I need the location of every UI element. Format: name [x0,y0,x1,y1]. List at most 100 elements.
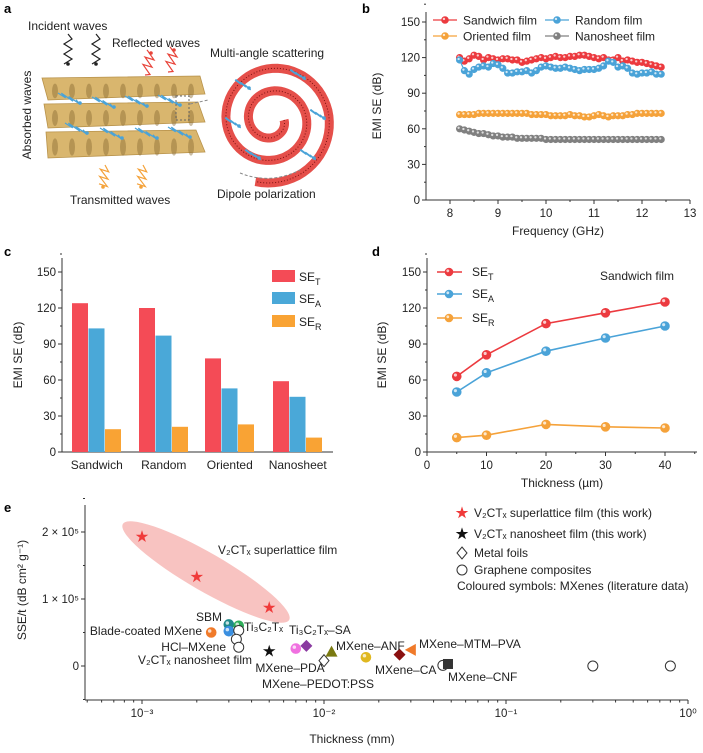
point-annotation: HCl–MXene [161,640,226,654]
layer-pore [171,138,177,156]
legend-marker [455,527,469,540]
point-highlight [534,56,537,59]
point-highlight [635,137,638,140]
point-highlight [625,112,628,115]
y-axis-label: EMI SE (dB) [11,322,25,389]
data-point-square [442,658,453,669]
point-highlight [500,66,503,69]
x-tick-label: 9 [495,208,501,220]
layer-pore [120,138,126,156]
point-highlight [635,111,638,114]
point-highlight [615,137,619,140]
arrow-head-icon [112,105,116,109]
point-highlight [495,62,499,65]
transmitted-wave [98,164,110,188]
data-point-open-circle [233,641,245,653]
point-highlight [453,389,457,393]
point-highlight [639,60,643,63]
point-highlight [572,137,575,140]
bar-sandwich-set [72,303,88,452]
x-axis-label: Thickness (µm) [521,476,603,490]
point-annotation: MXene–PDA [255,661,324,675]
point-highlight [649,111,652,114]
point-highlight [510,134,513,138]
x-tick-label: 10⁻² [313,708,336,720]
layer-pore [69,110,75,126]
point-highlight [481,131,484,134]
schematic-panel-a: Incident waves Reflected waves Multi-ang… [20,19,334,207]
point-highlight [558,113,561,116]
point-highlight [587,67,590,70]
arrow-head-icon [178,103,182,107]
x-axis-label: Thickness (mm) [309,732,394,746]
point-highlight [567,137,571,140]
point-highlight [453,434,457,438]
point-highlight [519,111,523,114]
legend-label-sub: T [488,272,494,282]
point-highlight [649,62,652,65]
point-highlight [534,136,537,139]
point-highlight [510,111,513,114]
data-point-circle [290,643,302,654]
arrow-head-icon [66,62,70,66]
x-tick-label: Random [141,458,186,472]
data-point [657,63,665,71]
point-highlight [524,68,527,71]
point-highlight [519,136,523,139]
legend-label: SEA [299,292,321,309]
point-highlight [587,137,590,140]
point-highlight [563,64,566,68]
data-point-triangle-left [404,643,416,656]
series-random-film [456,56,665,78]
point-highlight [644,137,647,140]
point-highlight [630,112,633,115]
layer-pore [86,110,92,126]
x-tick-label: Sandwich [71,458,123,472]
reflected-wave [141,49,156,76]
x-axis-label: Frequency (GHz) [512,224,604,238]
legend-marker [553,16,561,24]
data-point [657,70,665,78]
scattered-wave [244,148,262,161]
legend-marker [456,564,468,576]
x-tick-label: 10 [480,460,493,472]
point-highlight [587,54,590,57]
point-highlight [539,112,542,115]
legend-label-sub: T [315,277,321,287]
multi-angle-scattering-label: Multi-angle scattering [210,46,324,60]
point-highlight [591,67,595,70]
point-highlight [639,111,643,114]
layer-pore [137,83,143,99]
y-tick-label: 60 [408,375,421,387]
x-tick-label: 11 [588,208,600,220]
legend-label: Sandwich film [463,14,537,28]
point-highlight [591,55,595,58]
legend-swatch [272,292,295,304]
layer-pore [188,138,194,156]
chart-c-bar-emi: 0 30 60 90 120 150 EMI SE (dB) Sandwich Random Or… [11,253,333,472]
point-highlight [654,63,657,67]
legend-marker [441,16,449,24]
legend-marker [456,546,468,560]
point-highlight [543,421,547,425]
arrow-head-icon [247,86,251,90]
point-highlight [515,69,518,73]
point-highlight [442,17,446,21]
arrow-head-icon [172,48,176,52]
point-annotation: V₂CTₓ nanosheet film [138,653,252,667]
legend-label: Metal foils [474,546,528,560]
y-tick-label: 30 [407,159,420,171]
arrow-head-icon [101,185,105,189]
point-highlight [505,70,508,74]
point-highlight [548,64,551,68]
bar-random-sea [155,335,172,452]
layer-pore [154,110,160,126]
point-highlight [491,56,494,59]
legend-label-main: SE [299,292,315,306]
point-highlight [471,112,475,115]
y-tick-label: 90 [43,339,56,351]
point-highlight [515,136,518,139]
film-layer [41,75,206,101]
legend-label: Graphene composites [474,563,591,577]
point-highlight [601,137,604,140]
